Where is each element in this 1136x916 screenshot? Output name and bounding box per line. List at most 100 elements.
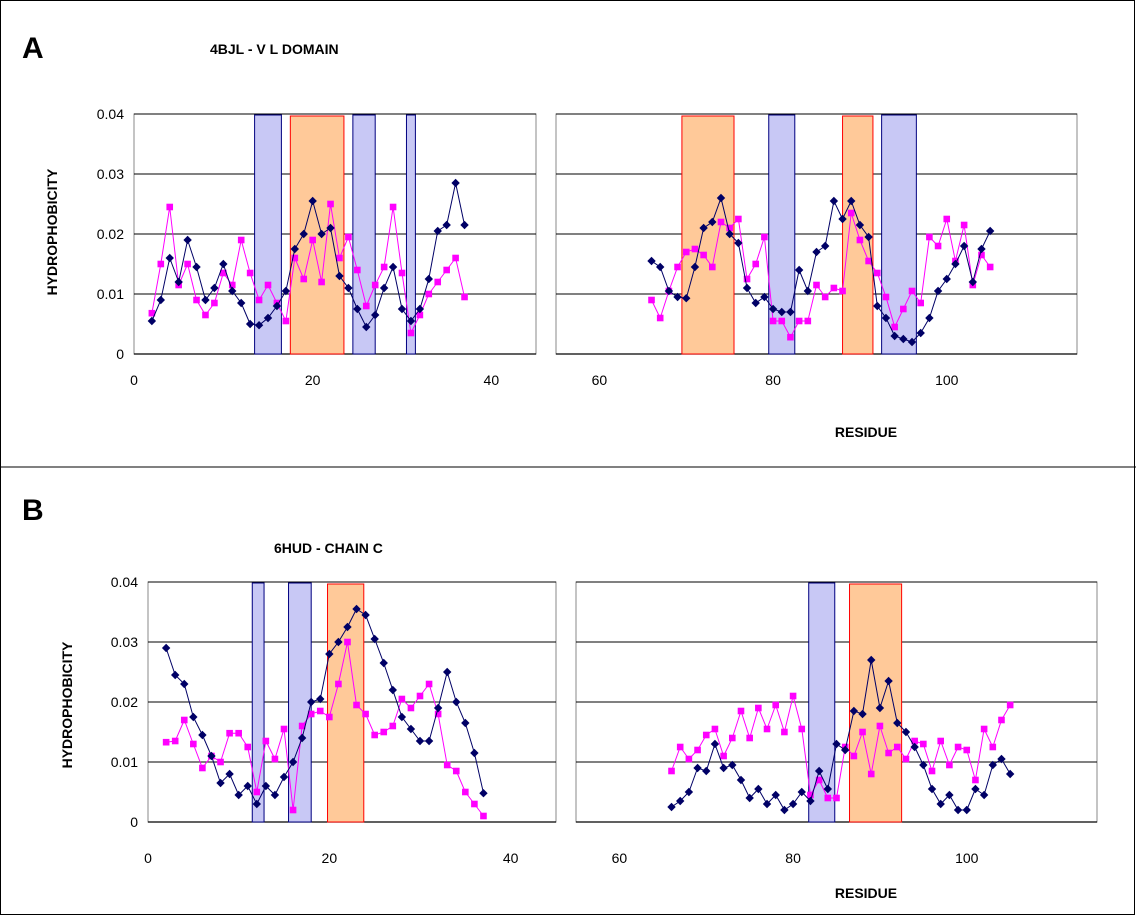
panel-b-plot-2-magenta-series-point (963, 746, 971, 754)
panel-a-plot-1-magenta-series-point (327, 200, 334, 208)
panel-b-plot-1-navy-series-point (388, 685, 397, 695)
panel-a-plot-2-magenta-series-point (674, 263, 681, 271)
panel-b-plot-1-navy-series-point (406, 724, 416, 734)
panel-a-plot-1-navy-series-point (353, 304, 362, 314)
panel-a-plot-1-navy-series-point (219, 259, 228, 269)
panel-a-plot-2-x-tick-label: 100 (935, 372, 959, 388)
panel-b-plot-1-magenta-series-point (425, 680, 433, 688)
panel-b-plot-2-navy-series-point (736, 775, 746, 785)
panel-b-plot-1-navy-series-point (261, 781, 271, 791)
panel-a-plot-1-navy-series-point (210, 283, 219, 293)
panel-a-plot-1-magenta-series-point (389, 203, 397, 211)
panel-a-plot-2-navy-series-point (838, 214, 847, 224)
panel-a-plot-1-magenta-series-point (282, 317, 290, 325)
panel-b-plot-1-navy-series-point (198, 730, 207, 740)
panel-a-plot-2-magenta-series-point (821, 293, 829, 301)
panel-b-plot-1-navy-series-point (225, 769, 234, 779)
panel-b-plot-2-navy-series-point (710, 739, 720, 749)
panel-b-plot-2-magenta-series-point (789, 692, 797, 700)
panel-b-plot-2-navy-series-point (788, 799, 798, 809)
panel-a-plot-2-magenta-series-point (769, 317, 777, 325)
panel-a-plot-1-navy-series-point (174, 277, 183, 287)
panel-a-plot-2-beta-strand-box (881, 114, 917, 355)
panel-a-plot-2-navy-series-point (916, 328, 925, 338)
panel-b-plot-2-magenta-series-point (676, 743, 684, 751)
panel-a-plot-2-magenta-series-point (830, 284, 838, 292)
panel-b-plot-1-navy-series-point (352, 604, 361, 614)
panel-b-plot-2-navy-series-point (945, 790, 954, 800)
panel-a-plot-2-magenta-series-point (709, 263, 716, 271)
panel-b-plot-2-magenta-series-point (954, 743, 962, 751)
panel-a-plot-1-navy-series-point (165, 253, 174, 263)
panel-a-plot-2-navy-series-point (716, 193, 726, 203)
panel-b-plot-1-navy-series-point (325, 649, 334, 659)
panel-a-plot-2-magenta-series-point (752, 260, 760, 268)
panel-b-plot-2-navy-series-point (988, 760, 997, 770)
panel-a-plot-2-navy-series-point (899, 334, 908, 344)
panel-b-plot-2-magenta-series-point (798, 725, 806, 733)
panel-a-plot-2-navy-series-point (977, 244, 986, 254)
panel-a-plot-2-magenta-series-point (882, 293, 890, 301)
panel-b-plot-2-magenta-series-point (807, 791, 814, 799)
panel-a-plot-2-navy-series-point (847, 196, 856, 206)
panel-a-plot-1-navy-series-point (317, 229, 326, 239)
panel-b-plot-1-navy-series-point (433, 703, 443, 713)
panel-a-plot-1-navy-series-point (388, 262, 398, 272)
panel-a-y-axis-label: HYDROPHOBICITY (44, 168, 60, 295)
panel-b-plot-2-navy-series-point (814, 766, 824, 776)
panel-a-plot-1-magenta-series-point (193, 296, 200, 304)
panel-b-plot-2-magenta-series-point (668, 767, 675, 775)
panel-a-plot-1-navy-series-point (397, 304, 407, 314)
panel-b-plot-1-magenta-series-point (462, 788, 469, 796)
panel-b-plot-1-magenta-series-point (380, 728, 388, 736)
panel-b-plot-2-magenta-series-point (1006, 701, 1014, 709)
panel-b-plot-1-magenta-series-point (226, 729, 233, 737)
panel-a-plot-2-magenta-series-point (891, 323, 898, 331)
panel-a-plot-2-magenta-series-point (717, 218, 725, 226)
panel-a-plot-2-navy-series-point (881, 313, 891, 323)
panel-b-plot-2-navy-series-point (684, 787, 694, 797)
panel-a-plot-1-x-tick-label: 20 (305, 372, 321, 388)
panel-a-plot-2-navy-series-point (985, 226, 995, 236)
panel-a-plot-1-y-tick-label: 0 (116, 346, 124, 362)
panel-a-plot-2-navy-series-point (760, 292, 769, 302)
panel-b-plot-1-navy-series-point (334, 637, 343, 647)
panel-a-plot-2: 60 80 100 (555, 113, 1078, 388)
panel-a-plot-2-navy-series-point (786, 307, 795, 317)
panel-b-plot-1-magenta-series-point (235, 729, 242, 737)
panel-a-plot-2-magenta-series-point (726, 224, 733, 232)
panel-a-plot-2-magenta-series-point (761, 233, 768, 241)
panel-a-plot-1-magenta-series-point (202, 311, 209, 319)
panel-b-plot-2-magenta-series-point (772, 701, 780, 709)
panel-a-plot-1-navy-series-point (156, 295, 165, 305)
panel-a-plot-2-magenta-series-point (960, 221, 968, 229)
panel-b-plot-1-navy-series-line (165, 608, 484, 806)
panel-a-plot-2-navy-series-point (803, 286, 813, 296)
panel-b-plot-2-magenta-series-point (928, 767, 936, 775)
panel-a-plot-1-navy-series-point (442, 220, 451, 230)
panel-a-plot-2-magenta-series-point (917, 299, 924, 307)
panel-a-plot-2-magenta-series-point (943, 215, 951, 223)
panel-b-plot-2-navy-series-point (962, 805, 971, 815)
panel-b-plot-2-navy-series-point (910, 742, 919, 752)
panel-letter-b: B (22, 494, 44, 527)
panel-b-plot-1-navy-series-point (443, 667, 452, 677)
panel-b-plot-2-magenta-series-point (972, 776, 979, 784)
panel-a-plot-1-magenta-series-point (291, 254, 299, 262)
panel-a-plot-2-navy-series-point (942, 274, 951, 284)
panel-a-plot-1-y-tick-label: 0.01 (97, 286, 124, 302)
panel-a-plot-2-magenta-series-point (856, 236, 864, 244)
panel-a-plot-2-navy-series-point (890, 331, 899, 341)
panel-a-plot-1-navy-series-point (415, 304, 425, 314)
panel-b-plot-1-navy-series-point (180, 679, 189, 689)
panel-b-plot-2-navy-series-point (745, 793, 754, 803)
panel-a-plot-2-navy-series-point (812, 247, 821, 257)
panel-a-plot-2-magenta-series-point (656, 314, 664, 322)
panel-a-plot-2-magenta-series-point (873, 269, 881, 277)
panel-b-plot-2-magenta-series-point (702, 731, 710, 739)
panel-a-plot-1-navy-series-point (147, 316, 157, 326)
panel-a-plot-1-magenta-series-point (362, 302, 370, 310)
panel-a-plot-1-y-tick-label: 0.02 (97, 226, 124, 242)
panel-a-plot-1-magenta-series-point (237, 236, 245, 244)
